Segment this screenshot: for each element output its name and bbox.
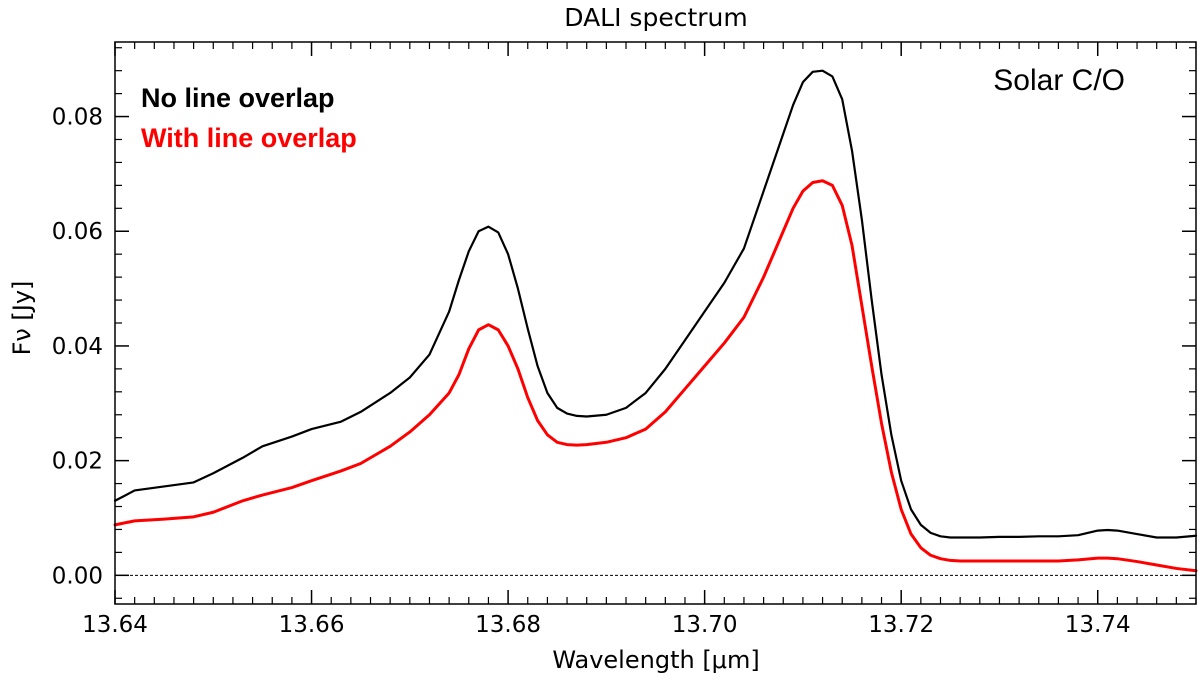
chart-title: DALI spectrum <box>564 3 747 32</box>
x-tick-labels: 13.64 13.66 13.68 13.70 13.72 13.74 <box>82 612 1131 638</box>
y-tick-labels: 0.00 0.02 0.04 0.06 0.08 <box>52 105 103 590</box>
x-tick-label: 13.64 <box>82 612 148 638</box>
y-axis-label: Fν [Jy] <box>8 281 36 356</box>
x-axis-label: Wavelength [μm] <box>552 646 759 674</box>
y-tick-label: 0.08 <box>52 105 103 131</box>
series-line-no-overlap <box>113 69 1198 539</box>
x-tick-label: 13.68 <box>475 612 541 638</box>
y-tick-label: 0.04 <box>52 334 103 360</box>
x-tick-label: 13.74 <box>1065 612 1131 638</box>
series-line-with-overlap <box>113 179 1198 573</box>
x-tick-label: 13.66 <box>279 612 345 638</box>
y-tick-label: 0.00 <box>52 563 103 589</box>
legend-entry-with-overlap: With line overlap <box>141 123 357 153</box>
x-tick-label: 13.70 <box>672 612 738 638</box>
axis-ticks <box>114 42 1197 604</box>
y-tick-label: 0.02 <box>52 449 103 475</box>
series-layer <box>113 69 1198 573</box>
y-tick-label: 0.06 <box>52 219 103 245</box>
solar-co-annotation: Solar C/O <box>993 64 1125 97</box>
x-tick-label: 13.72 <box>868 612 934 638</box>
legend-entry-no-overlap: No line overlap <box>141 83 335 113</box>
